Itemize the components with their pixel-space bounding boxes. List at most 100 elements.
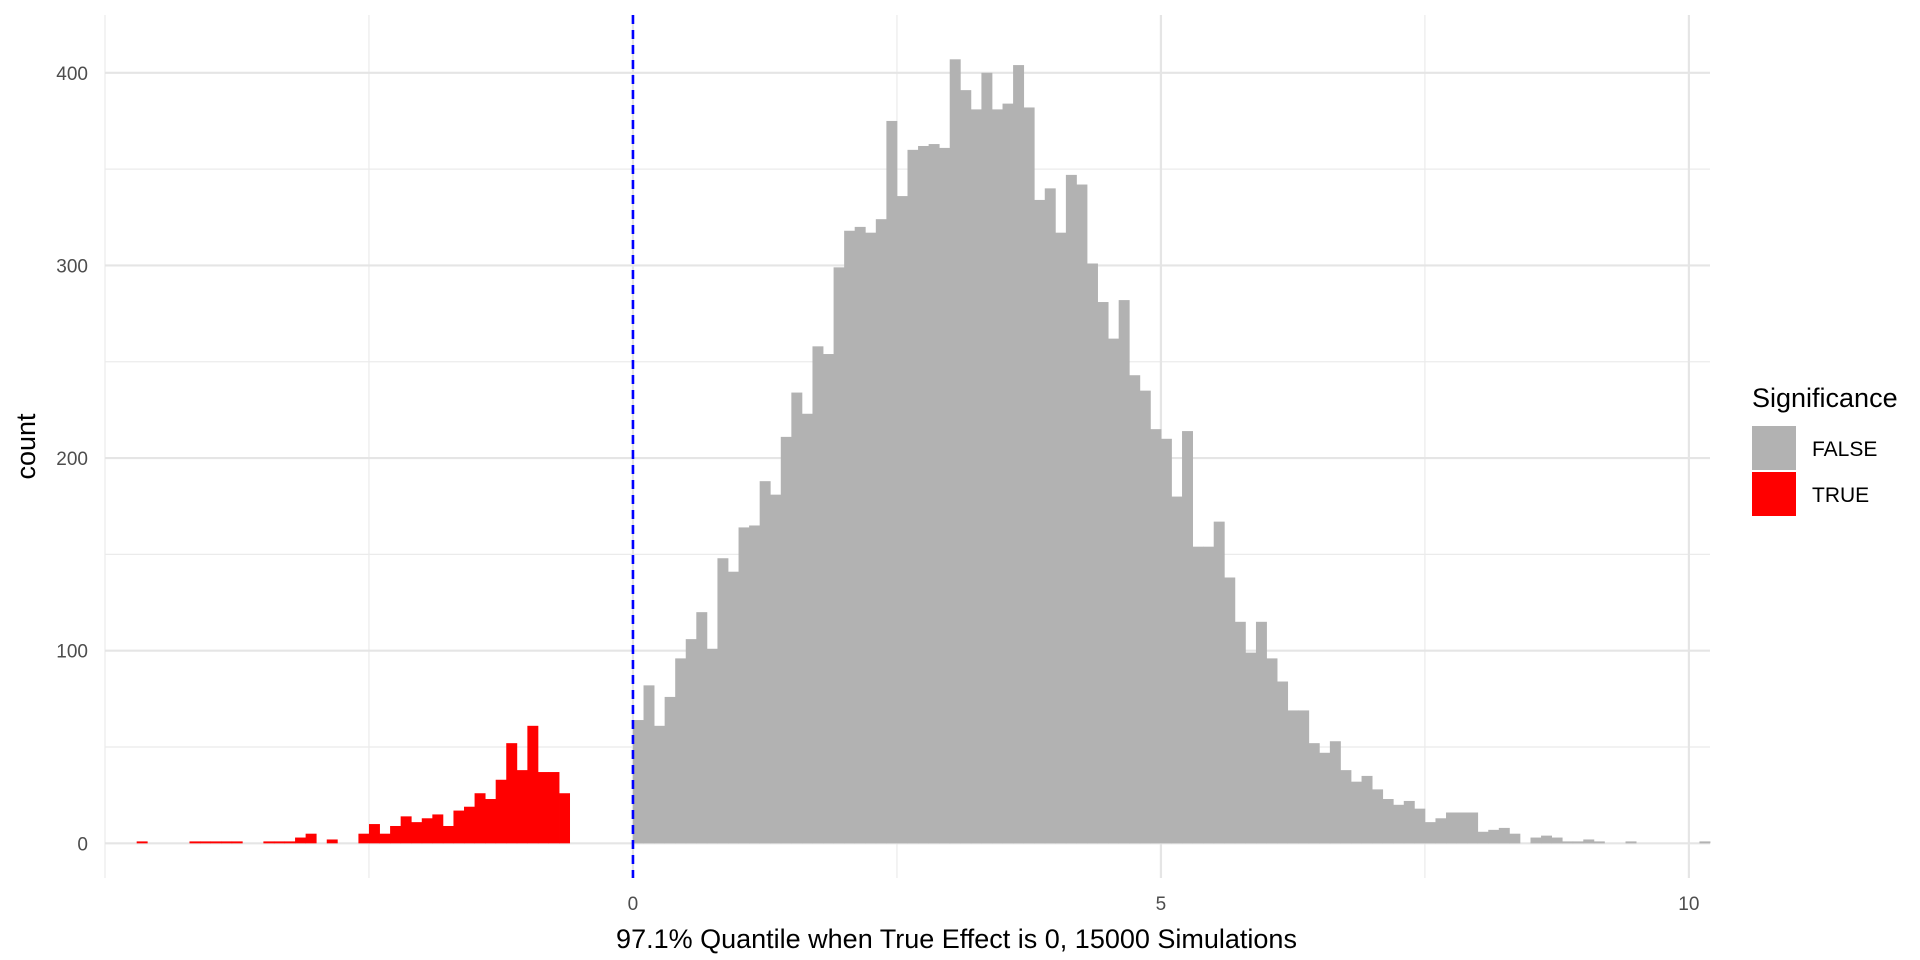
bar-false <box>1245 652 1257 844</box>
bar-false <box>854 226 866 844</box>
legend: Significance FALSE TRUE <box>1752 383 1898 516</box>
bar-false <box>1308 743 1320 844</box>
bar-false <box>632 720 644 844</box>
bar-false <box>1234 621 1246 844</box>
bar-false <box>1382 799 1394 844</box>
bar-false <box>1699 841 1711 844</box>
bar-false <box>801 413 813 844</box>
bar-true <box>453 810 465 844</box>
bar-true <box>221 841 233 844</box>
bar-true <box>358 833 370 844</box>
bar-false <box>1044 188 1056 844</box>
legend-title: Significance <box>1752 383 1898 413</box>
y-tick-label: 200 <box>56 449 88 470</box>
y-tick-label: 400 <box>56 64 88 85</box>
bar-false <box>1456 812 1468 844</box>
bar-true <box>548 772 560 844</box>
x-tick-label: 10 <box>1678 894 1699 915</box>
bar-false <box>1160 438 1172 844</box>
bar-false <box>1192 546 1204 844</box>
bar-false <box>1277 681 1289 844</box>
bar-false <box>928 144 940 844</box>
y-tick-label: 0 <box>77 834 88 855</box>
bar-true <box>464 806 475 844</box>
bar-true <box>400 816 412 844</box>
bar-false <box>1203 546 1215 844</box>
bar-false <box>1023 107 1035 844</box>
bar-false <box>1340 770 1352 844</box>
bar-false <box>1087 263 1098 844</box>
bar-true <box>474 793 486 844</box>
bar-false <box>981 72 993 844</box>
bar-false <box>1139 390 1151 844</box>
bar-false <box>1013 65 1025 844</box>
bar-false <box>1065 174 1077 844</box>
bar-false <box>865 232 877 844</box>
bar-false <box>1488 829 1500 844</box>
bar-false <box>738 527 750 844</box>
bar-true <box>326 839 338 844</box>
bar-false <box>1551 837 1563 844</box>
bar-true <box>273 841 285 844</box>
bar-true <box>421 818 433 844</box>
bar-false <box>1213 521 1225 844</box>
bar-true <box>559 793 571 844</box>
bar-false <box>1424 822 1436 844</box>
bar-true <box>200 841 211 844</box>
bar-false <box>1393 804 1405 844</box>
bar-true <box>231 841 243 844</box>
bar-false <box>1498 827 1510 844</box>
y-axis-tick-labels: 0 100 200 300 400 <box>56 64 88 856</box>
bar-true <box>485 799 497 844</box>
bar-false <box>1509 833 1521 844</box>
bar-false <box>1129 375 1141 844</box>
bar-false <box>685 639 697 844</box>
bar-false <box>1255 621 1267 844</box>
legend-label-true: TRUE <box>1812 484 1869 507</box>
bar-false <box>1171 496 1183 844</box>
bar-false <box>918 145 930 844</box>
bar-true <box>527 725 539 844</box>
legend-key-true <box>1752 472 1796 516</box>
bar-false <box>1583 839 1595 844</box>
bar-false <box>907 149 919 844</box>
bar-false <box>1414 808 1426 844</box>
bar-false <box>886 120 898 844</box>
bar-false <box>1541 835 1553 844</box>
bar-false <box>1435 818 1447 844</box>
bar-true <box>284 841 296 844</box>
bar-true <box>189 841 201 844</box>
bar-true <box>411 822 423 844</box>
bar-true <box>390 825 402 844</box>
bar-true <box>368 824 380 844</box>
bar-false <box>1319 752 1331 844</box>
bar-false <box>1625 841 1637 844</box>
bar-false <box>1118 300 1130 844</box>
bar-true <box>305 833 317 844</box>
bar-false <box>1530 837 1542 844</box>
bar-false <box>1446 812 1457 844</box>
bar-false <box>939 147 951 844</box>
bar-false <box>654 725 666 844</box>
bar-false <box>1350 781 1362 844</box>
bar-false <box>1097 302 1109 844</box>
bar-false <box>991 109 1003 844</box>
bar-false <box>675 658 687 844</box>
bar-false <box>844 230 856 844</box>
bar-false <box>780 436 792 844</box>
bar-false <box>812 346 824 844</box>
bar-false <box>1224 577 1236 844</box>
bar-false <box>833 267 845 844</box>
bar-false <box>1467 812 1479 844</box>
legend-label-false: FALSE <box>1812 438 1877 461</box>
bar-false <box>1562 841 1574 844</box>
bar-false <box>749 525 761 844</box>
bar-false <box>1572 841 1584 844</box>
bar-true <box>495 779 507 844</box>
bar-false <box>896 196 908 844</box>
y-axis-title: count <box>11 413 41 480</box>
bar-false <box>1108 338 1120 844</box>
bar-true <box>537 772 549 844</box>
bar-false <box>949 59 961 844</box>
bar-false <box>791 392 803 844</box>
